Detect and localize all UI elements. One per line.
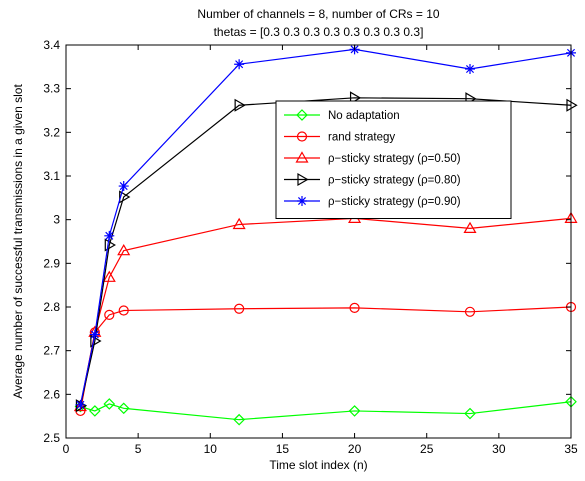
data-point <box>297 196 307 206</box>
data-point <box>296 109 308 121</box>
series-layer <box>73 44 578 426</box>
series-0 <box>74 395 577 426</box>
legend-item: rand strategy <box>284 131 395 144</box>
y-tick-label: 3.3 <box>43 82 60 96</box>
chart-title: Number of channels = 8, number of CRs = … <box>197 7 439 39</box>
legend-label: rand strategy <box>328 132 395 144</box>
x-tick-label: 25 <box>420 442 434 456</box>
legend: No adaptation rand strategy ρ−sticky strat… <box>275 100 512 219</box>
data-point <box>465 64 475 75</box>
chart-title-line-1: Number of channels = 8, number of CRs = … <box>197 7 439 21</box>
legend-label: ρ−sticky strategy (ρ=0.80) <box>328 175 461 187</box>
data-point <box>566 98 578 112</box>
data-point <box>234 303 245 314</box>
series-line <box>79 48 572 405</box>
data-point <box>104 238 116 252</box>
x-tick-label: 35 <box>564 442 578 456</box>
plot-area-frame <box>65 44 572 439</box>
legend-label: ρ−sticky strategy (ρ=0.50) <box>328 153 461 165</box>
legend-box <box>275 100 512 219</box>
data-point <box>463 221 477 233</box>
y-tick-label: 2.6 <box>43 387 60 401</box>
series-line <box>80 401 572 421</box>
series-line <box>79 97 572 406</box>
data-point <box>234 59 245 70</box>
x-axis-label: Time slot index (n) <box>269 458 367 472</box>
legend-item: ρ−sticky strategy (ρ=0.50) <box>284 151 461 165</box>
y-axis-label: Average number of successful transmissio… <box>11 84 25 399</box>
data-point <box>234 98 246 112</box>
data-point <box>118 305 129 316</box>
x-tick-label: 0 <box>63 442 70 456</box>
data-point <box>349 302 360 313</box>
y-tick-label: 2.8 <box>43 300 60 314</box>
data-point <box>90 334 102 348</box>
y-tick-label: 2.9 <box>43 256 60 270</box>
series-line <box>79 306 572 412</box>
data-point <box>118 181 129 192</box>
y-tick-label: 2.5 <box>43 431 60 445</box>
y-tick-label: 3.2 <box>43 125 60 139</box>
x-tick-label: 15 <box>276 442 290 456</box>
series-1 <box>75 301 577 417</box>
legend-item: No adaptation <box>284 109 400 122</box>
data-point <box>117 402 130 415</box>
data-point <box>232 217 246 230</box>
legend-label: ρ−sticky strategy (ρ=0.90) <box>328 196 461 208</box>
data-point <box>296 131 308 142</box>
y-tick-label: 3.1 <box>43 169 60 183</box>
data-point <box>102 270 116 282</box>
x-tick-label: 10 <box>204 442 218 456</box>
data-point <box>75 399 86 410</box>
legend-item: ρ−sticky strategy (ρ=0.80) <box>284 172 461 187</box>
data-point <box>104 309 115 320</box>
legend-label: No adaptation <box>328 110 400 122</box>
data-point <box>89 329 100 340</box>
x-tick-label: 20 <box>348 442 362 456</box>
data-point <box>464 407 476 420</box>
data-point <box>464 306 476 317</box>
y-tick-label: 2.7 <box>43 344 60 358</box>
data-point <box>103 398 116 410</box>
series-line <box>79 217 572 407</box>
data-point <box>104 230 115 241</box>
x-tick-label: 30 <box>492 442 506 456</box>
y-tick-label: 3 <box>53 213 60 227</box>
data-point <box>89 405 101 417</box>
data-point <box>233 413 245 426</box>
chart-title-line-2: thetas = [0.3 0.3 0.3 0.3 0.3 0.3 0.3 0.… <box>214 25 424 39</box>
series-2 <box>73 211 578 412</box>
data-point <box>119 190 131 204</box>
legend-item: ρ−sticky strategy (ρ=0.90) <box>284 196 461 208</box>
data-point <box>297 172 309 187</box>
axis-ticks: 0 5 10 15 20 25 30 35 2.5 2.6 2.7 2.8 2.9 3 3.1 3.2 3.3 3… <box>43 38 578 456</box>
x-tick-label: 5 <box>135 442 142 456</box>
y-tick-label: 3.4 <box>43 38 60 52</box>
data-point <box>73 399 87 412</box>
data-point <box>348 405 361 417</box>
data-point <box>295 151 309 163</box>
data-point <box>117 243 131 256</box>
